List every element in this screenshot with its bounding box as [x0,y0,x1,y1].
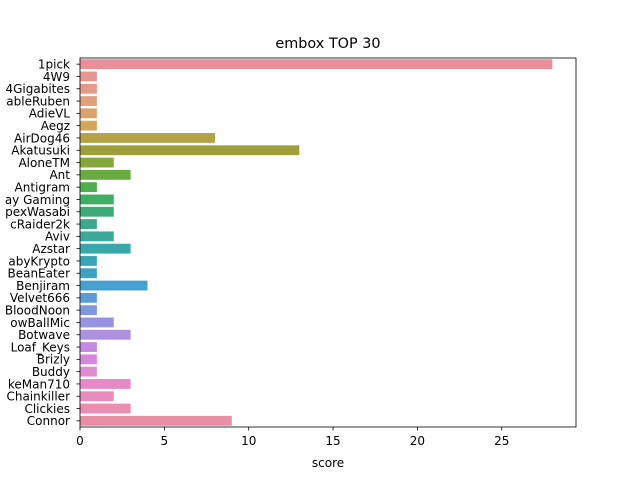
bar-11 [80,194,114,205]
bar-8 [80,157,114,168]
y-tick-label: abyKrypto [8,254,70,268]
bar-27 [80,391,114,402]
bar-15 [80,243,131,254]
y-tick-label: Ant [49,168,70,182]
y-tick-label: Velvet666 [10,291,70,305]
bar-20 [80,305,97,316]
bar-28 [80,403,131,414]
y-tick-label: Botwave [18,328,70,342]
x-tick-label: 25 [494,434,509,448]
bar-13 [80,219,97,229]
y-tick-label: keMan710 [8,377,70,391]
bar-6 [80,133,215,143]
bar-2 [80,83,97,94]
bar-19 [80,292,97,303]
bar-26 [80,379,131,389]
y-tick-label: Aviv [45,230,70,244]
y-tick-label: Aegz [41,119,70,133]
x-tick-label: 15 [325,434,340,448]
bar-7 [80,145,300,156]
bar-5 [80,120,97,131]
bar-1 [80,71,97,82]
bar-10 [80,182,97,193]
y-tick-label: pexWasabi [5,205,70,219]
bar-16 [80,256,97,266]
y-tick-label: Clickies [24,402,70,416]
bars-layer [80,59,553,426]
y-tick-label: BloodNoon [5,303,70,317]
y-tick-label: ableRuben [6,94,70,108]
plot-frame [79,57,577,428]
bar-3 [80,96,97,106]
x-tick-label: 10 [241,434,256,448]
y-tick-label: cRaider2k [10,217,70,231]
y-tick-label: Brizly [37,353,70,367]
bar-22 [80,329,131,340]
y-tick-label: BeanEater [7,267,70,281]
y-tick-label: AloneTM [18,156,70,170]
x-axis-ticks: 0 5 10 15 20 25 [76,427,509,448]
y-tick-label: 4W9 [43,70,70,84]
bar-25 [80,366,97,377]
x-tick-label: 0 [76,434,84,448]
x-tick-label: 20 [410,434,425,448]
x-tick-label: 5 [161,434,169,448]
bar-29 [80,415,232,426]
bar-17 [80,268,97,279]
bar-18 [80,280,148,291]
bar-4 [80,108,97,119]
y-tick-label: Connor [27,414,70,428]
y-tick-label: ay Gaming [5,193,70,207]
bar-14 [80,231,114,242]
y-tick-label: Chainkiller [6,390,70,404]
y-tick-label: AdieVL [29,107,71,121]
bar-0 [80,59,553,70]
y-tick-label: owBallMic [10,316,70,330]
y-tick-label: Antigram [15,180,70,194]
bar-12 [80,206,114,217]
y-tick-label: Azstar [32,242,70,256]
bar-23 [80,342,97,352]
y-tick-label: Buddy [32,365,70,379]
y-tick-label: Akatusuki [11,144,70,158]
y-tick-label: 4Gigabites [5,82,70,96]
y-axis-ticks: 1pick4W94GigabitesableRubenAdieVLAegzAir… [5,57,80,428]
y-tick-label: Loaf_Keys [11,340,70,354]
x-axis-title: score [312,456,344,470]
y-tick-label: 1pick [38,57,70,71]
chart-title: embox TOP 30 [275,36,380,52]
bar-9 [80,169,131,180]
y-tick-label: Benjiram [16,279,70,293]
bar-24 [80,354,97,365]
y-tick-label: AirDog46 [14,131,70,145]
bar-21 [80,317,114,328]
